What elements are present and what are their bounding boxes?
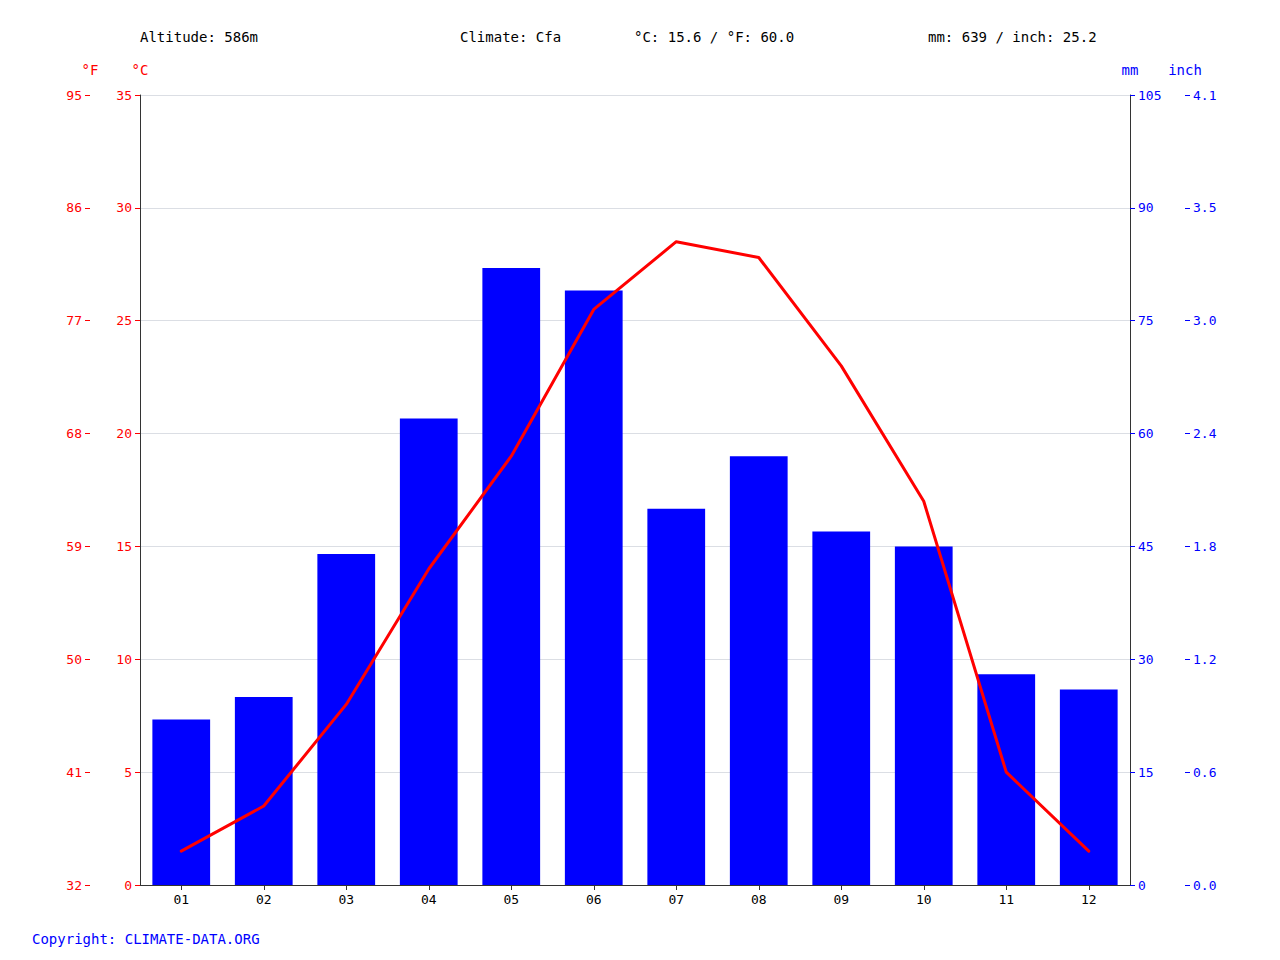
svg-text:°C: 15.6 / °F: 60.0: °C: 15.6 / °F: 60.0 [634,29,794,45]
svg-text:25: 25 [116,313,132,328]
svg-text:07: 07 [668,892,684,907]
svg-text:77: 77 [66,313,82,328]
svg-text:45: 45 [1138,539,1154,554]
svg-text:20: 20 [116,426,132,441]
svg-text:75: 75 [1138,313,1154,328]
svg-text:59: 59 [66,539,82,554]
svg-text:90: 90 [1138,200,1154,215]
svg-text:02: 02 [256,892,272,907]
svg-text:95: 95 [66,88,82,103]
svg-text:12: 12 [1081,892,1097,907]
svg-text:3.5: 3.5 [1193,200,1216,215]
svg-text:03: 03 [338,892,354,907]
svg-text:09: 09 [833,892,849,907]
svg-text:1.8: 1.8 [1193,539,1216,554]
svg-text:06: 06 [586,892,602,907]
svg-text:Copyright: CLIMATE-DATA.ORG: Copyright: CLIMATE-DATA.ORG [32,931,260,947]
svg-text:0: 0 [124,878,132,893]
svg-text:10: 10 [916,892,932,907]
svg-text:inch: inch [1168,62,1202,78]
svg-text:32: 32 [66,878,82,893]
svg-text:05: 05 [503,892,519,907]
svg-text:mm: 639 / inch: 25.2: mm: 639 / inch: 25.2 [928,29,1097,45]
svg-text:04: 04 [421,892,437,907]
svg-text:01: 01 [173,892,189,907]
svg-text:3.0: 3.0 [1193,313,1216,328]
svg-text:11: 11 [998,892,1014,907]
svg-text:41: 41 [66,765,82,780]
svg-text:0.6: 0.6 [1193,765,1216,780]
svg-text:2.4: 2.4 [1193,426,1217,441]
svg-text:0: 0 [1138,878,1146,893]
svg-text:15: 15 [116,539,132,554]
svg-text:°C: °C [132,62,149,78]
svg-text:°F: °F [82,62,99,78]
svg-text:68: 68 [66,426,82,441]
svg-text:Altitude: 586m: Altitude: 586m [140,29,258,45]
svg-text:mm: mm [1122,62,1139,78]
svg-text:50: 50 [66,652,82,667]
svg-text:35: 35 [116,88,132,103]
svg-text:08: 08 [751,892,767,907]
svg-text:5: 5 [124,765,132,780]
svg-text:1.2: 1.2 [1193,652,1216,667]
svg-text:30: 30 [116,200,132,215]
svg-text:10: 10 [116,652,132,667]
svg-text:105: 105 [1138,88,1161,103]
svg-text:30: 30 [1138,652,1154,667]
svg-text:15: 15 [1138,765,1154,780]
svg-text:60: 60 [1138,426,1154,441]
svg-text:4.1: 4.1 [1193,88,1216,103]
svg-text:Climate: Cfa: Climate: Cfa [460,29,561,45]
svg-text:0.0: 0.0 [1193,878,1216,893]
svg-text:86: 86 [66,200,82,215]
